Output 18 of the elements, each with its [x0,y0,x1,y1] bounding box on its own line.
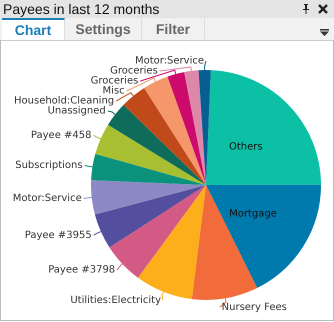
slice-label: Misc [102,86,125,97]
text: Filter [142,18,205,39]
slice-label: Groceries [90,76,138,87]
slice-label: Mortgage [229,208,277,220]
slice-label: Subscriptions [15,160,83,172]
chart-title: Payees in last 12 months [3,1,160,17]
slice-label: Nursery Fees [222,302,287,313]
slice-label: Others [228,141,263,152]
slice-label: Motor:Service [12,193,82,204]
slice-label: Payee #3798 [48,264,116,276]
slice-label: Utilities:Electricity [70,294,162,306]
slice-label: Groceries [110,66,158,77]
slice-label: Payee #3955 [24,230,92,241]
slice-label: Payee #458 [30,130,92,141]
slice-label: Motor:Service [134,56,204,67]
slice-label: Household:Cleaning [14,96,114,107]
slice-label: Unassigned [48,106,106,117]
text: Settings [65,18,142,39]
